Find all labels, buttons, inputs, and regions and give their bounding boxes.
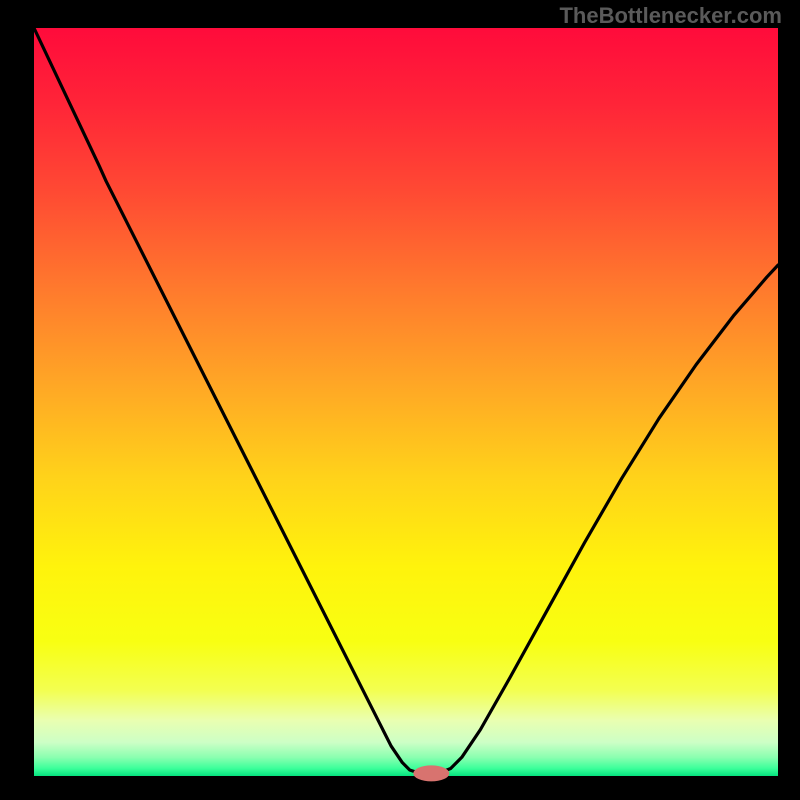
plot-background: [34, 28, 778, 776]
watermark-text: TheBottlenecker.com: [559, 3, 782, 29]
chart-container: TheBottlenecker.com: [0, 0, 800, 800]
bottleneck-chart: [0, 0, 800, 800]
optimum-marker: [413, 765, 449, 781]
